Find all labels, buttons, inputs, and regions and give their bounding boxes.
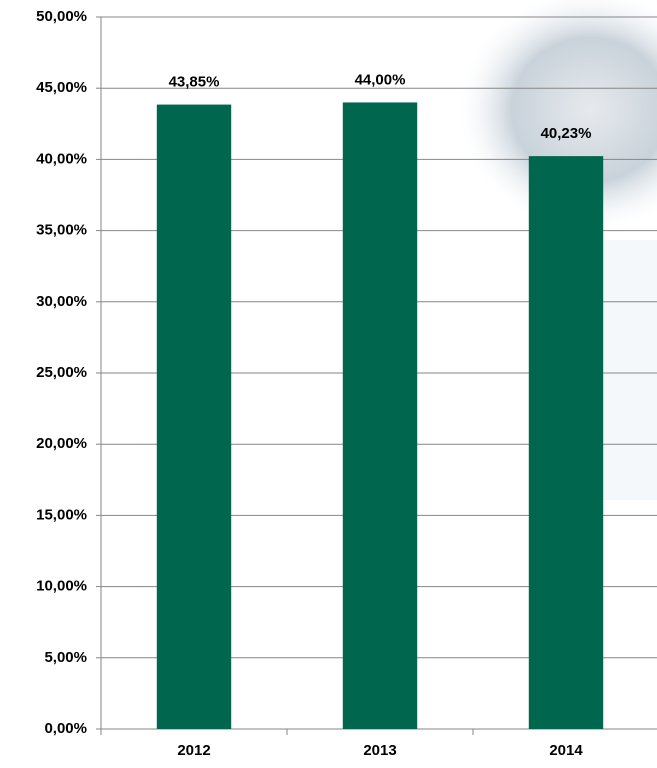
data-label: 44,00% <box>355 71 406 88</box>
y-tick-label: 40,00% <box>36 150 87 167</box>
background-decoration <box>460 0 657 230</box>
x-tick-label: 2014 <box>549 742 583 759</box>
x-tick-label: 2012 <box>177 742 210 759</box>
bar <box>528 156 604 729</box>
x-tick-label: 2013 <box>363 742 396 759</box>
y-tick-label: 35,00% <box>36 222 87 239</box>
y-tick-label: 50,00% <box>36 8 87 25</box>
y-tick-label: 20,00% <box>36 435 87 452</box>
y-tick-label: 0,00% <box>44 720 87 737</box>
y-tick-label: 45,00% <box>36 79 87 96</box>
bar <box>342 102 418 729</box>
y-tick-label: 25,00% <box>36 364 87 381</box>
y-tick-label: 30,00% <box>36 293 87 310</box>
bar <box>156 104 232 730</box>
data-label: 43,85% <box>169 74 220 91</box>
y-tick-label: 5,00% <box>44 649 87 666</box>
data-label: 40,23% <box>541 125 592 142</box>
y-tick-label: 15,00% <box>36 506 87 523</box>
y-tick-label: 10,00% <box>36 578 87 595</box>
